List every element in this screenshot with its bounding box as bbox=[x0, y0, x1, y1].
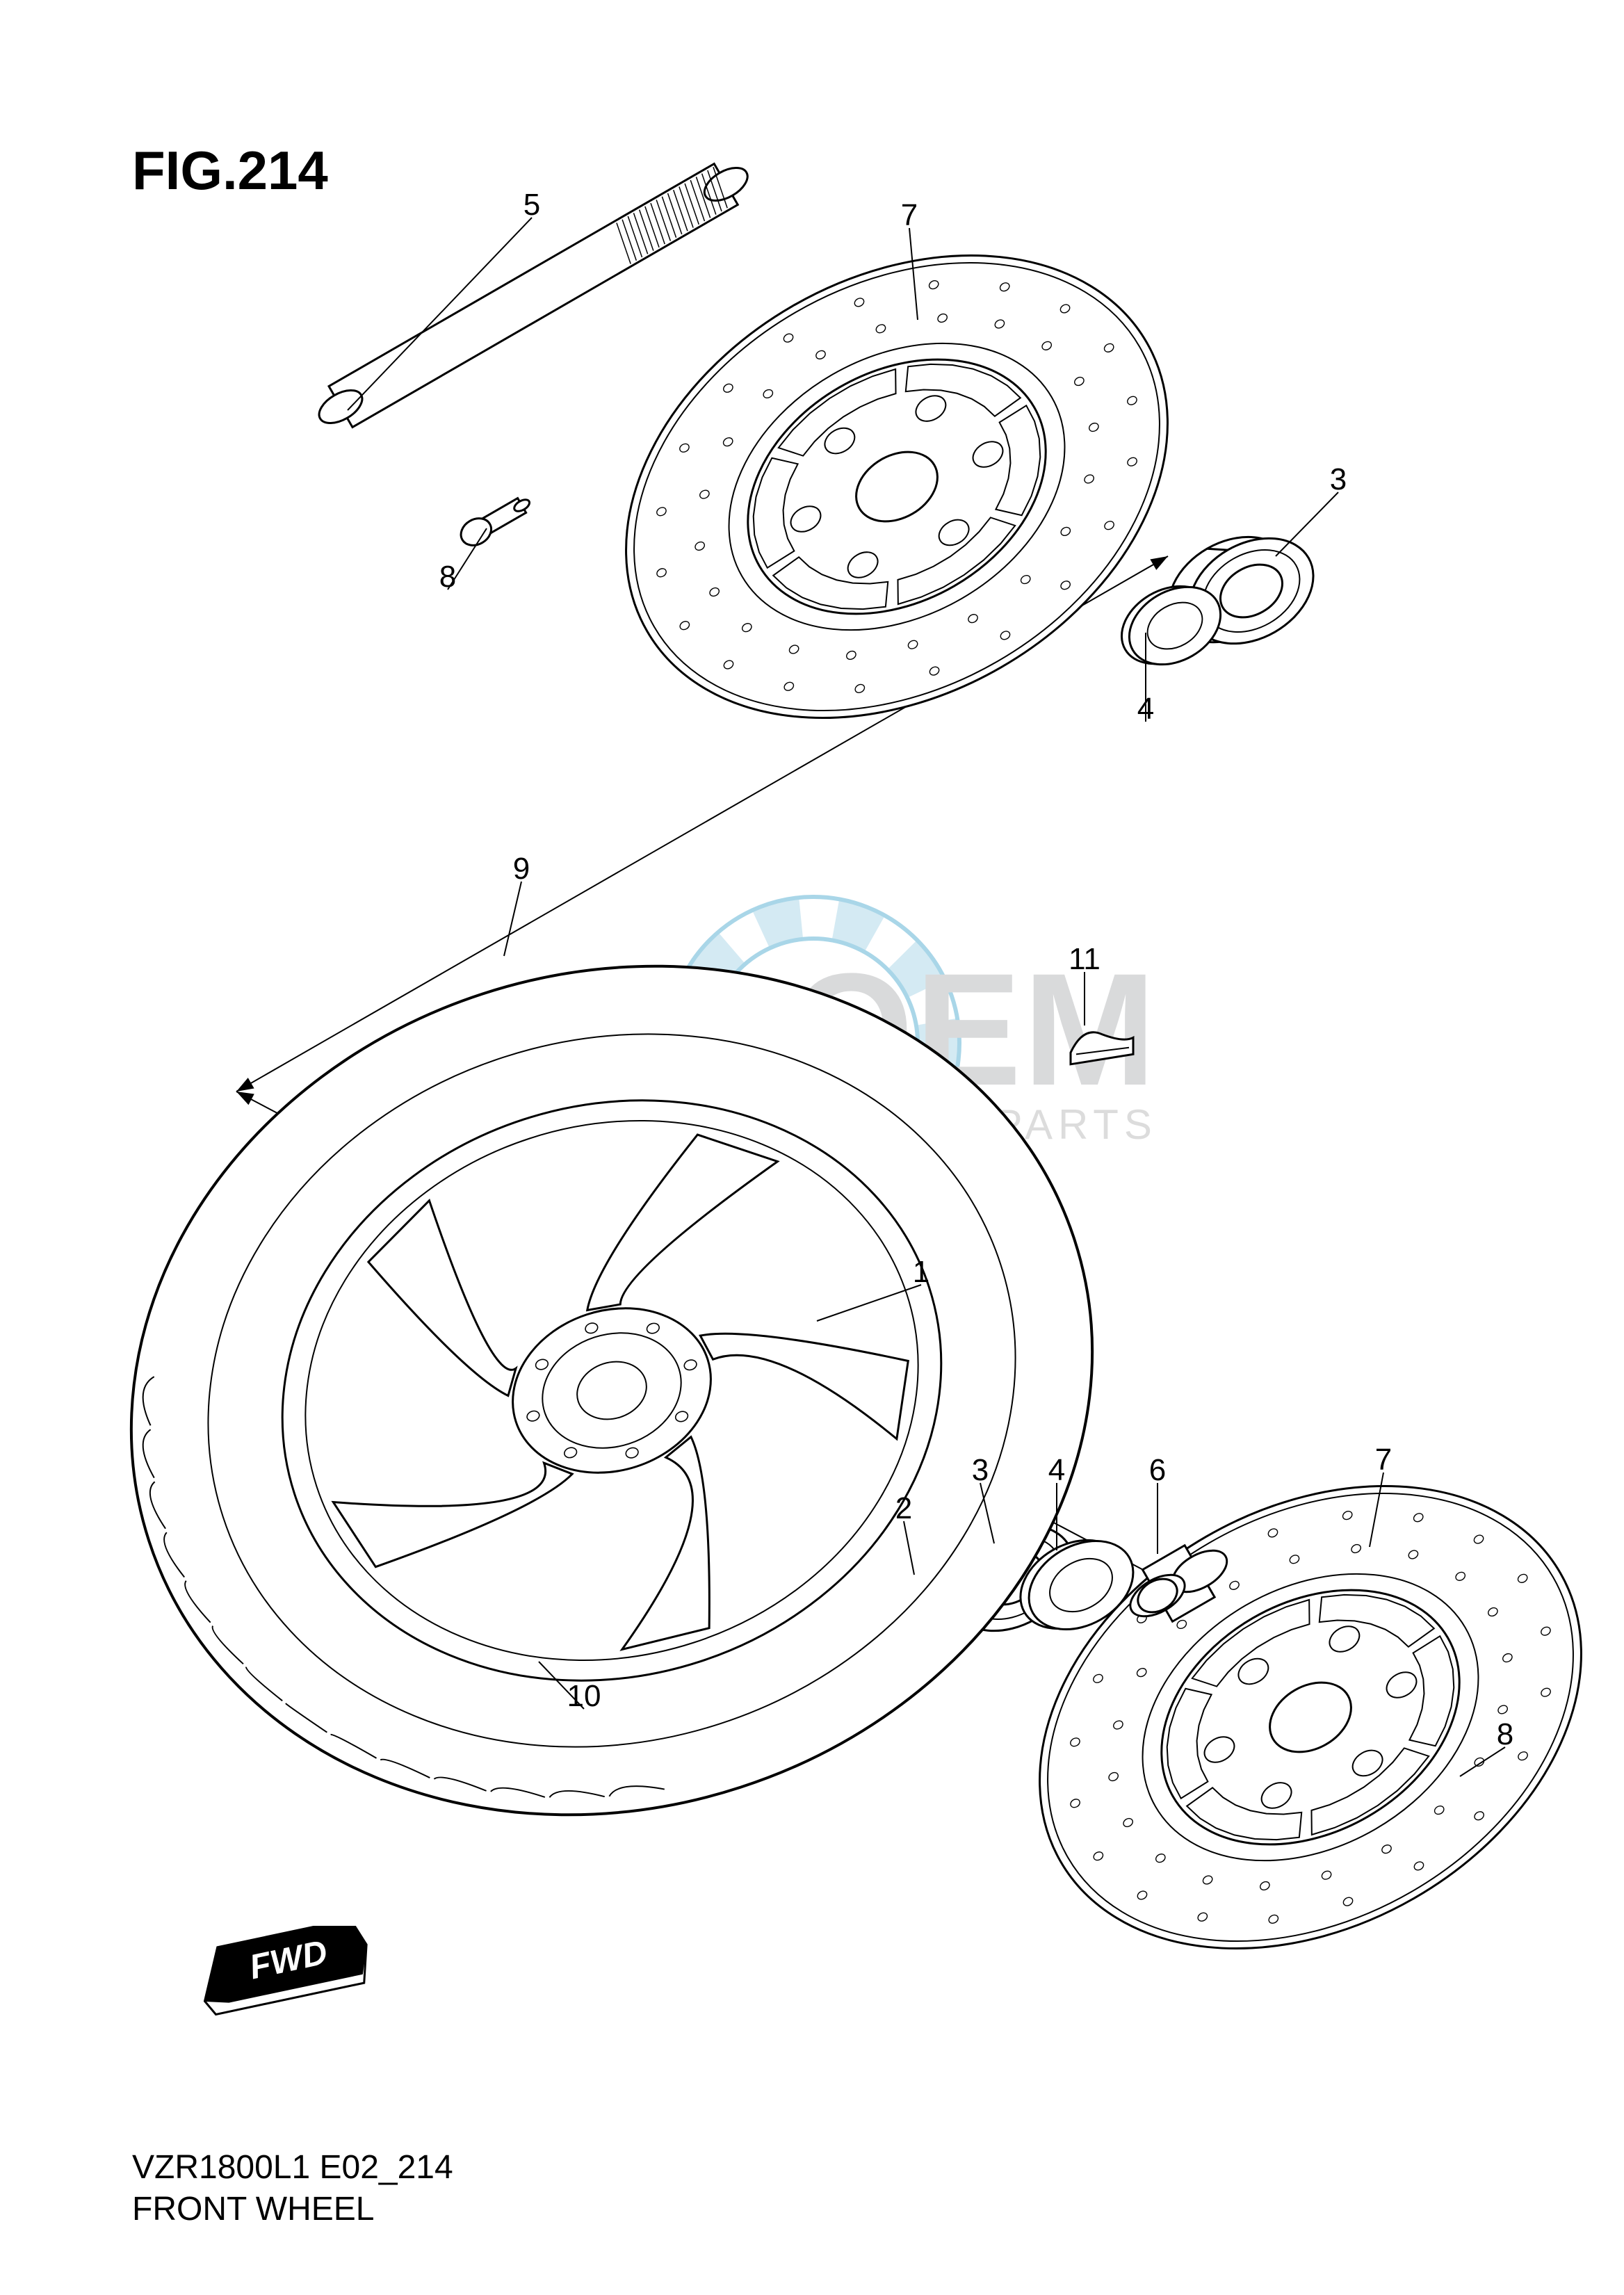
callout-9: 9 bbox=[513, 852, 530, 886]
fwd-direction-badge: FWD bbox=[195, 1926, 389, 2030]
callout-2: 2 bbox=[895, 1491, 912, 1526]
callout-8: 8 bbox=[1497, 1717, 1513, 1752]
footer-model-code: VZR1800L1 E02_214 bbox=[132, 2148, 453, 2187]
callout-3: 3 bbox=[972, 1453, 989, 1488]
callout-6: 6 bbox=[1149, 1453, 1166, 1488]
figure-title: FIG.214 bbox=[132, 139, 328, 202]
callout-5: 5 bbox=[523, 188, 540, 222]
callout-3: 3 bbox=[1330, 462, 1347, 497]
callout-11: 11 bbox=[1069, 942, 1101, 977]
callout-1: 1 bbox=[913, 1255, 929, 1290]
callout-10: 10 bbox=[567, 1679, 601, 1714]
callout-7: 7 bbox=[1375, 1443, 1392, 1477]
callout-4: 4 bbox=[1048, 1453, 1065, 1488]
callout-4: 4 bbox=[1137, 692, 1154, 727]
callout-8: 8 bbox=[439, 560, 456, 594]
footer-figure-name: FRONT WHEEL bbox=[132, 2190, 374, 2228]
callout-7: 7 bbox=[901, 198, 918, 233]
